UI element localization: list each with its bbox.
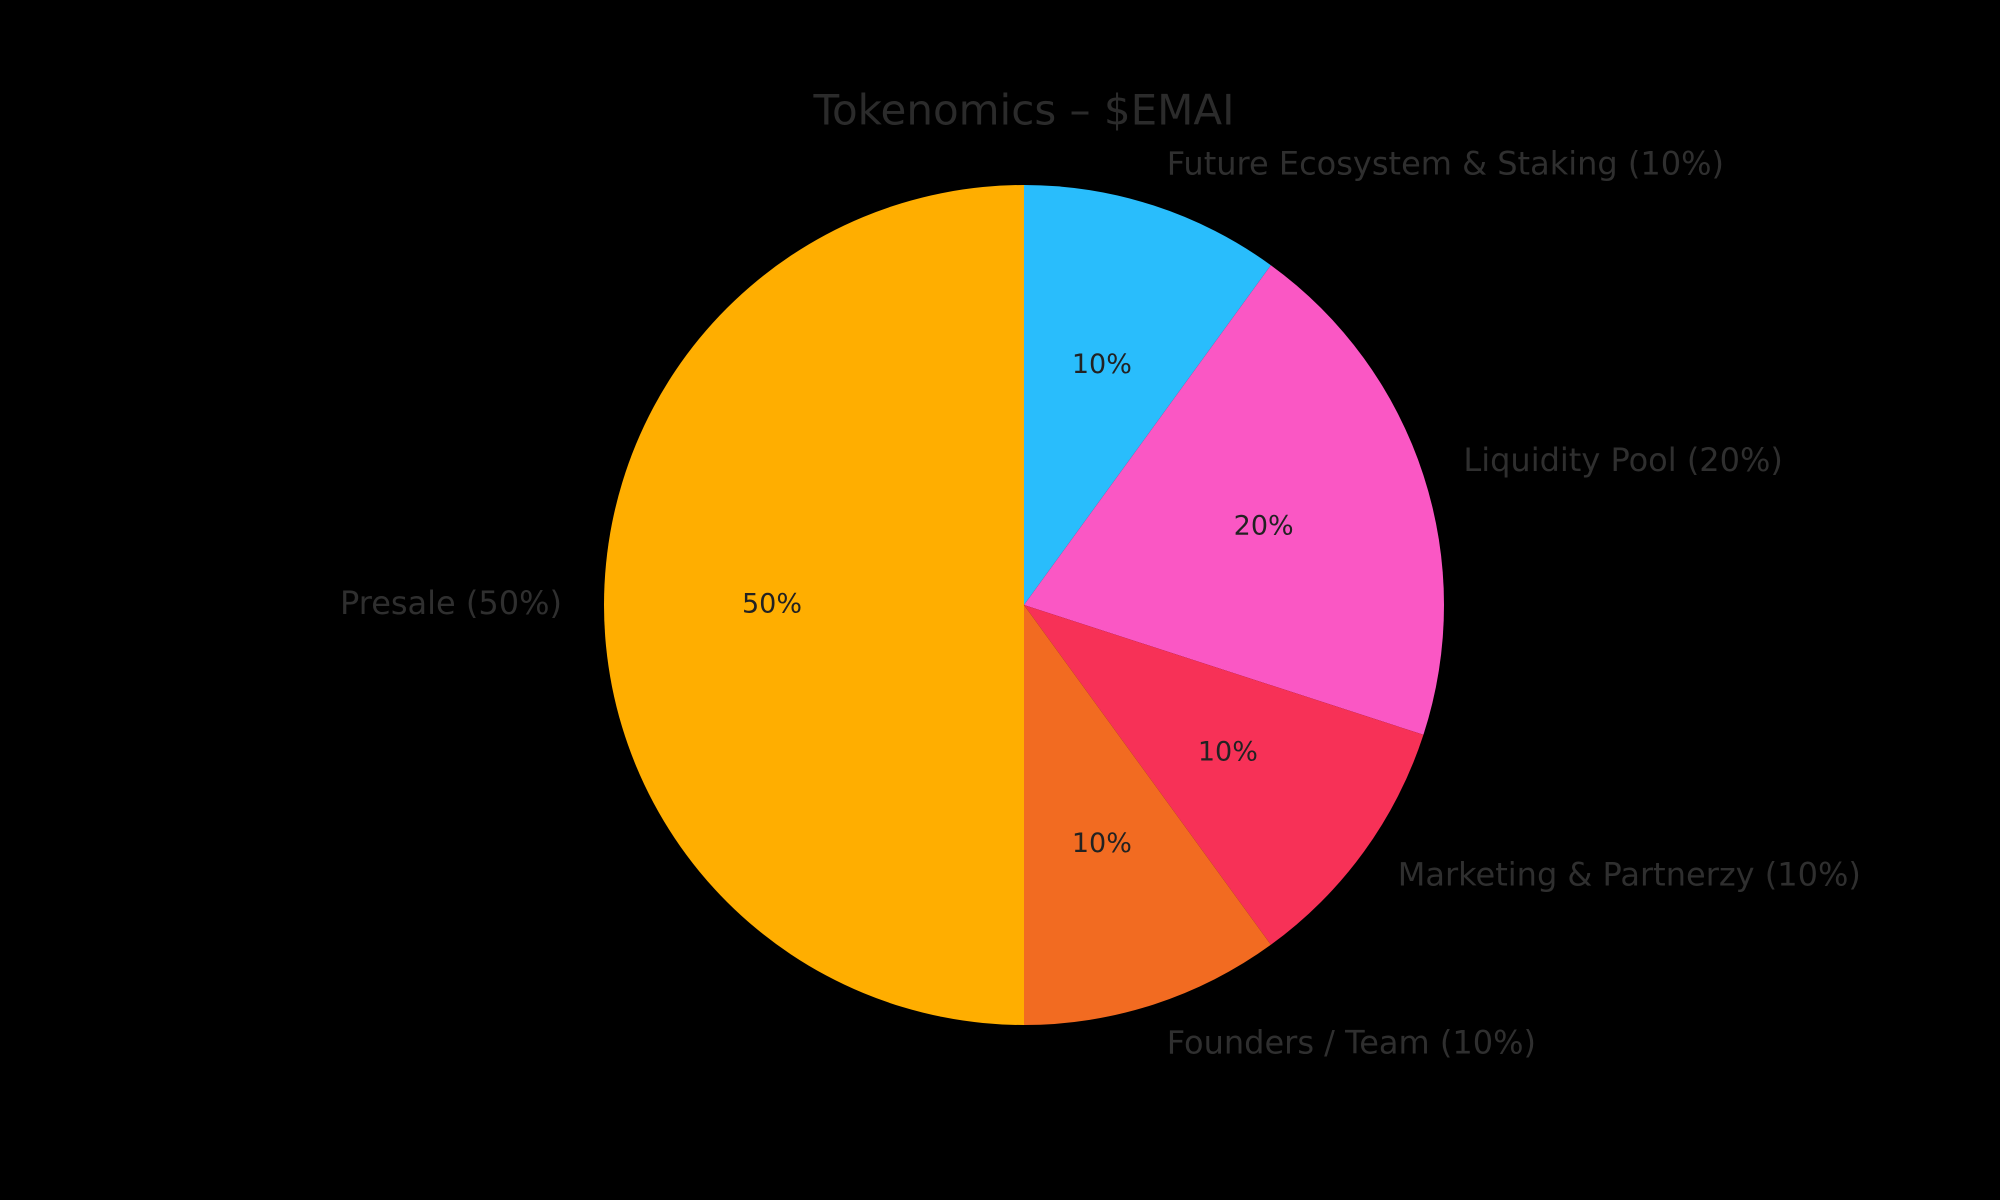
- pie-slices: [604, 185, 1444, 1025]
- pie-label-presale: Presale (50%): [340, 584, 562, 622]
- pie-label-marketing-partnerzy: Marketing & Partnerzy (10%): [1398, 856, 1861, 894]
- pie-percent-label-founders-team: 10%: [1072, 828, 1132, 859]
- pie-outer-labels: Future Ecosystem & Staking (10%) Liquidit…: [340, 145, 1861, 1062]
- pie-percent-label-presale: 50%: [742, 589, 802, 620]
- pie-label-liquidity-pool: Liquidity Pool (20%): [1463, 441, 1783, 479]
- pie-slice-marketing-partnerzy: [1024, 605, 1424, 945]
- pie-slice-future-ecosystem-staking: [1024, 185, 1271, 605]
- pie-percent-label-liquidity-pool: 20%: [1234, 511, 1294, 542]
- chart-title: Tokenomics – $EMAI: [812, 86, 1234, 135]
- pie-percent-label-future-ecosystem-staking: 10%: [1072, 349, 1132, 380]
- pie-percent-labels: 10% 20% 10% 10% 50%: [742, 349, 1294, 859]
- pie-label-future-ecosystem-staking: Future Ecosystem & Staking (10%): [1167, 145, 1724, 183]
- pie-percent-label-marketing-partnerzy: 10%: [1198, 737, 1258, 768]
- pie-slice-presale: [604, 185, 1024, 1025]
- pie-label-founders-team: Founders / Team (10%): [1167, 1023, 1536, 1061]
- pie-slice-founders-team: [1024, 605, 1271, 1025]
- pie-slice-liquidity-pool: [1024, 265, 1444, 735]
